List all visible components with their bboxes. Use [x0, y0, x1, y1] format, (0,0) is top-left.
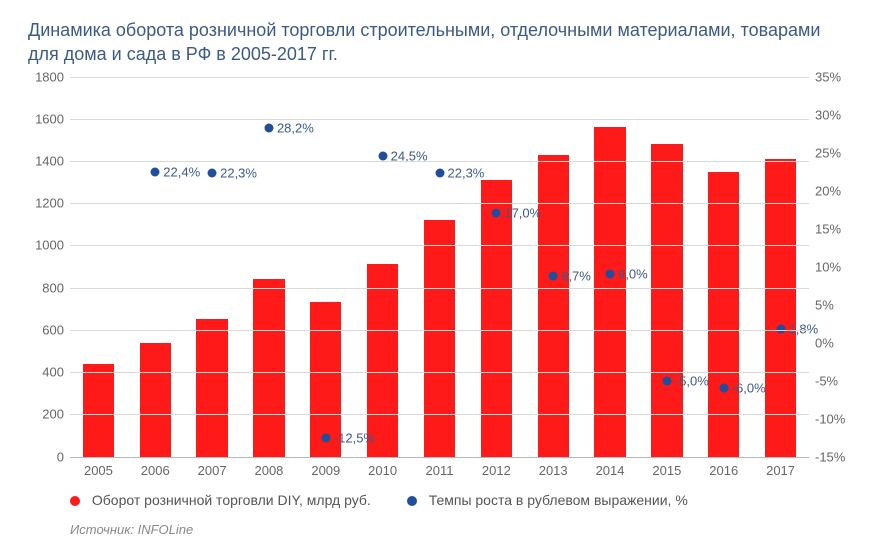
data-point-label: -12,5%	[334, 430, 375, 445]
data-point	[321, 433, 330, 442]
data-point	[151, 168, 160, 177]
y-left-tick-label: 200	[24, 407, 64, 422]
x-tick-label: 2014	[596, 463, 625, 478]
chart-container: Динамика оборота розничной торговли стро…	[0, 0, 879, 558]
data-point	[492, 209, 501, 218]
y-left-tick-label: 800	[24, 280, 64, 295]
data-point	[719, 384, 728, 393]
y-right-tick-label: 0%	[815, 335, 855, 350]
gridline	[70, 161, 809, 162]
data-point	[435, 169, 444, 178]
data-point	[378, 152, 387, 161]
y-left-tick-label: 1400	[24, 154, 64, 169]
source-text: Источник: INFOLine	[70, 522, 851, 537]
plot-area: 22,4%22,3%28,2%-12,5%24,5%22,3%17,0%8,7%…	[70, 77, 809, 458]
data-point-label: -6,0%	[732, 381, 766, 396]
data-point	[549, 272, 558, 281]
data-point-label: -5,0%	[675, 373, 709, 388]
gridline	[70, 203, 809, 204]
y-right-tick-label: 5%	[815, 297, 855, 312]
legend-swatch-points	[407, 496, 417, 506]
y-right-tick-label: 20%	[815, 183, 855, 198]
y-left-tick-label: 0	[24, 449, 64, 464]
gridline	[70, 77, 809, 78]
y-left-tick-label: 1600	[24, 111, 64, 126]
legend-label-bars: Оборот розничной торговли DIY, млрд руб.	[92, 492, 371, 508]
data-point-label: 22,3%	[448, 166, 485, 181]
y-left-tick-label: 1200	[24, 196, 64, 211]
y-right-tick-label: 10%	[815, 259, 855, 274]
x-tick-label: 2007	[198, 463, 227, 478]
data-point	[208, 169, 217, 178]
data-point-label: 9,0%	[618, 267, 648, 282]
y-right-tick-label: -15%	[815, 449, 855, 464]
legend-item-points: Темпы роста в рублевом выражении, %	[407, 492, 688, 508]
gridline	[70, 372, 809, 373]
x-tick-label: 2005	[84, 463, 113, 478]
legend-item-bars: Оборот розничной торговли DIY, млрд руб.	[70, 492, 371, 508]
y-left-tick-label: 400	[24, 365, 64, 380]
x-tick-label: 2009	[311, 463, 340, 478]
data-point-label: 8,7%	[561, 269, 591, 284]
y-right-tick-label: 15%	[815, 221, 855, 236]
data-point-label: 28,2%	[277, 121, 314, 136]
gridline	[70, 245, 809, 246]
data-point-label: 22,3%	[220, 166, 257, 181]
y-left-tick-label: 1000	[24, 238, 64, 253]
data-point-label: 22,4%	[163, 165, 200, 180]
data-point	[264, 124, 273, 133]
y-right-tick-label: -5%	[815, 373, 855, 388]
points-layer: 22,4%22,3%28,2%-12,5%24,5%22,3%17,0%8,7%…	[70, 77, 809, 457]
x-tick-label: 2015	[652, 463, 681, 478]
data-point	[606, 270, 615, 279]
legend-label-points: Темпы роста в рублевом выражении, %	[429, 492, 688, 508]
x-tick-label: 2006	[141, 463, 170, 478]
data-point	[662, 376, 671, 385]
chart-title: Динамика оборота розничной торговли стро…	[28, 18, 851, 67]
legend: Оборот розничной торговли DIY, млрд руб.…	[70, 492, 851, 508]
gridline	[70, 119, 809, 120]
x-tick-label: 2013	[539, 463, 568, 478]
legend-swatch-bars	[70, 496, 80, 506]
x-tick-label: 2017	[766, 463, 795, 478]
data-point-label: 17,0%	[504, 206, 541, 221]
x-tick-label: 2011	[426, 463, 454, 478]
x-tick-label: 2010	[368, 463, 397, 478]
x-tick-label: 2016	[709, 463, 738, 478]
gridline	[70, 414, 809, 415]
x-tick-label: 2008	[254, 463, 283, 478]
gridline	[70, 330, 809, 331]
y-right-tick-label: -10%	[815, 411, 855, 426]
x-tick-label: 2012	[482, 463, 511, 478]
y-left-tick-label: 1800	[24, 69, 64, 84]
gridline	[70, 288, 809, 289]
data-point	[776, 324, 785, 333]
y-left-tick-label: 600	[24, 322, 64, 337]
y-right-tick-label: 35%	[815, 69, 855, 84]
y-right-tick-label: 25%	[815, 145, 855, 160]
data-point-label: 1,8%	[789, 321, 819, 336]
y-right-tick-label: 30%	[815, 107, 855, 122]
